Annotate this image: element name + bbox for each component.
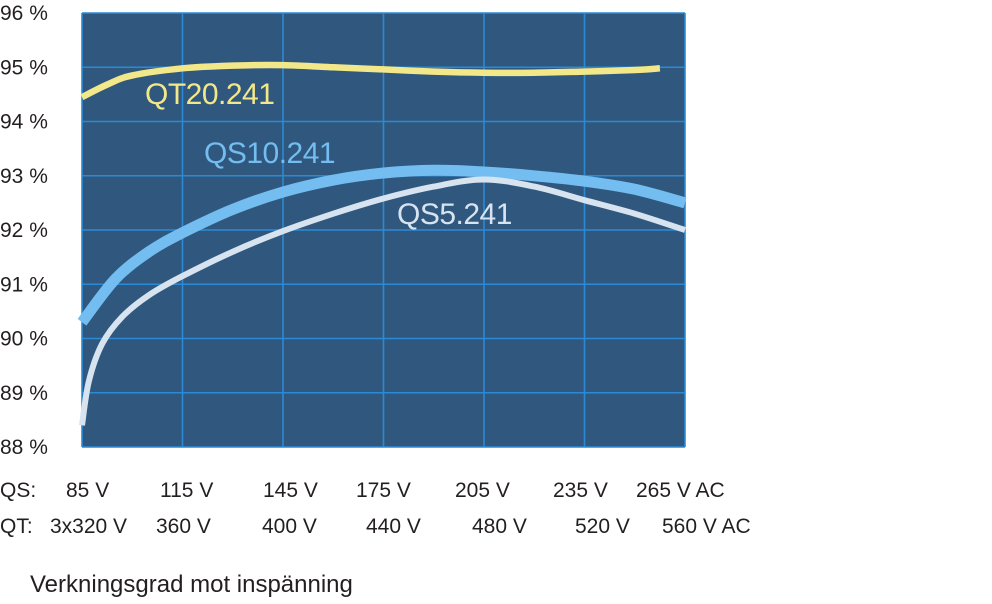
series-lines (77, 61, 687, 426)
y-tick-label: 93 % (0, 165, 48, 188)
y-tick-label: 88 % (0, 436, 48, 459)
series-label-qs5-241: QS5.241 (397, 198, 512, 231)
x-tick-label: 360 V (156, 515, 211, 538)
y-tick-label: 89 % (0, 382, 48, 405)
series-line-qs5-241 (79, 176, 686, 426)
x-tick-label: 85 V (66, 479, 109, 502)
x-tick-label: 440 V (366, 515, 421, 538)
x-tick-label: 480 V (472, 515, 527, 538)
y-tick-label: 94 % (0, 111, 48, 134)
x-axes: QS: 85 V 115 V 145 V 175 V 205 V 235 V 265 V AC… (0, 479, 751, 538)
x-tick-label: 560 V AC (662, 515, 751, 538)
x-tick-label: 145 V (263, 479, 318, 502)
x-tick-label: 175 V (356, 479, 411, 502)
x-tick-label: 400 V (262, 515, 317, 538)
x-tick-label: 115 V (160, 479, 213, 502)
series-line-qs10-241 (77, 164, 687, 326)
series-label-qs10-241: QS10.241 (204, 137, 335, 170)
series-labels: QT20.241 QS10.241 QS5.241 (145, 78, 512, 231)
y-axis-ticks: 96 % 95 % 94 % 93 % 92 % 91 % 90 % 89 % 88 % (0, 2, 48, 459)
y-tick-label: 90 % (0, 328, 48, 351)
x-tick-label: 265 V AC (636, 479, 725, 502)
x-axis-prefix: QT: (0, 515, 33, 538)
x-tick-label: 3x320 V (50, 515, 127, 538)
x-tick-label: 205 V (455, 479, 510, 502)
x-axis-prefix: QS: (0, 479, 36, 502)
y-tick-label: 95 % (0, 56, 48, 79)
x-tick-label: 235 V (553, 479, 608, 502)
y-tick-label: 91 % (0, 273, 48, 296)
series-line-qt20-241 (80, 61, 661, 101)
y-tick-label: 96 % (0, 2, 48, 25)
x-tick-label: 520 V (575, 515, 630, 538)
y-tick-label: 92 % (0, 219, 48, 242)
series-label-qt20-241: QT20.241 (145, 78, 274, 111)
chart-caption: Verkningsgrad mot inspänning (30, 571, 353, 598)
